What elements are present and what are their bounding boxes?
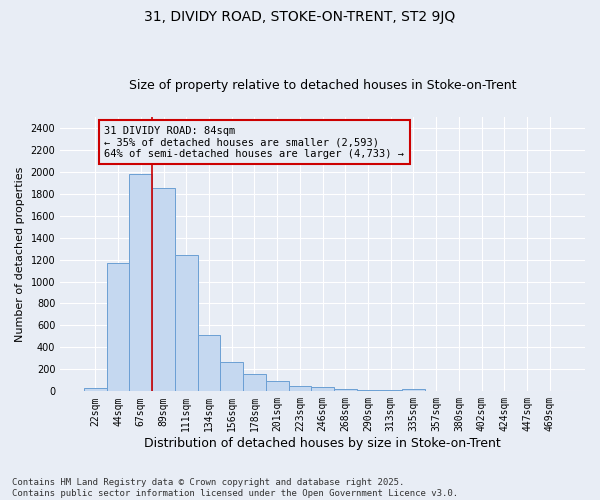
Bar	[266, 382, 289, 392]
Bar	[379, 390, 402, 392]
Text: 31, DIVIDY ROAD, STOKE-ON-TRENT, ST2 9JQ: 31, DIVIDY ROAD, STOKE-ON-TRENT, ST2 9JQ	[145, 10, 455, 24]
Bar	[220, 362, 243, 392]
Bar	[334, 389, 356, 392]
X-axis label: Distribution of detached houses by size in Stoke-on-Trent: Distribution of detached houses by size …	[144, 437, 501, 450]
Bar	[311, 387, 334, 392]
Bar	[197, 335, 220, 392]
Bar	[356, 390, 379, 392]
Bar	[402, 389, 425, 392]
Title: Size of property relative to detached houses in Stoke-on-Trent: Size of property relative to detached ho…	[129, 79, 517, 92]
Bar	[84, 388, 107, 392]
Y-axis label: Number of detached properties: Number of detached properties	[15, 166, 25, 342]
Bar	[289, 386, 311, 392]
Text: 31 DIVIDY ROAD: 84sqm
← 35% of detached houses are smaller (2,593)
64% of semi-d: 31 DIVIDY ROAD: 84sqm ← 35% of detached …	[104, 126, 404, 159]
Bar	[107, 263, 130, 392]
Text: Contains HM Land Registry data © Crown copyright and database right 2025.
Contai: Contains HM Land Registry data © Crown c…	[12, 478, 458, 498]
Bar	[175, 255, 197, 392]
Bar	[152, 188, 175, 392]
Bar	[243, 374, 266, 392]
Bar	[130, 174, 152, 392]
